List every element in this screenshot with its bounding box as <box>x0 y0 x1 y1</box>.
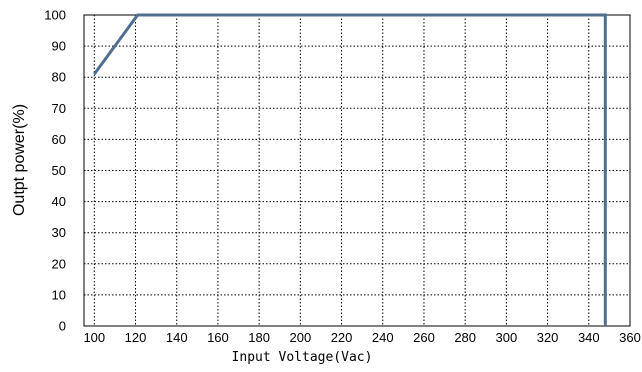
x-tick-label-100: 100 <box>83 330 105 345</box>
x-tick-label-140: 140 <box>166 330 188 345</box>
x-tick-label-120: 120 <box>125 330 147 345</box>
x-tick-labels: 100 120 140 160 180 200 220 240 260 280 300 320 340 3… <box>83 330 640 345</box>
y-tick-label-20: 20 <box>52 256 66 271</box>
x-tick-label-300: 300 <box>496 330 518 345</box>
y-tick-label-100: 100 <box>44 8 66 23</box>
chart-grid <box>83 14 631 327</box>
y-tick-label-50: 50 <box>52 163 66 178</box>
y-tick-label-80: 80 <box>52 70 66 85</box>
x-tick-label-160: 160 <box>207 330 229 345</box>
series-line-0 <box>93 13 607 326</box>
y-tick-label-60: 60 <box>52 132 66 147</box>
y-tick-label-90: 90 <box>52 39 66 54</box>
x-tick-label-360: 360 <box>619 330 641 345</box>
x-axis-label: Input Voltage(Vac) <box>232 350 373 365</box>
y-tick-label-70: 70 <box>52 101 66 116</box>
y-tick-label-30: 30 <box>52 225 66 240</box>
chart-series <box>93 13 607 327</box>
x-tick-label-340: 340 <box>578 330 600 345</box>
y-tick-label-10: 10 <box>52 287 66 302</box>
x-tick-label-200: 200 <box>289 330 311 345</box>
y-axis-label: Outpt power(%) <box>11 104 28 216</box>
x-tick-label-220: 220 <box>331 330 353 345</box>
y-tick-label-0: 0 <box>59 319 66 334</box>
x-tick-label-280: 280 <box>454 330 476 345</box>
x-tick-label-180: 180 <box>248 330 270 345</box>
y-tick-label-40: 40 <box>52 194 66 209</box>
y-tick-labels: 0 10 20 30 40 50 60 70 80 90 100 <box>44 8 66 334</box>
x-tick-label-320: 320 <box>537 330 559 345</box>
x-tick-label-260: 260 <box>413 330 435 345</box>
x-tick-label-240: 240 <box>372 330 394 345</box>
